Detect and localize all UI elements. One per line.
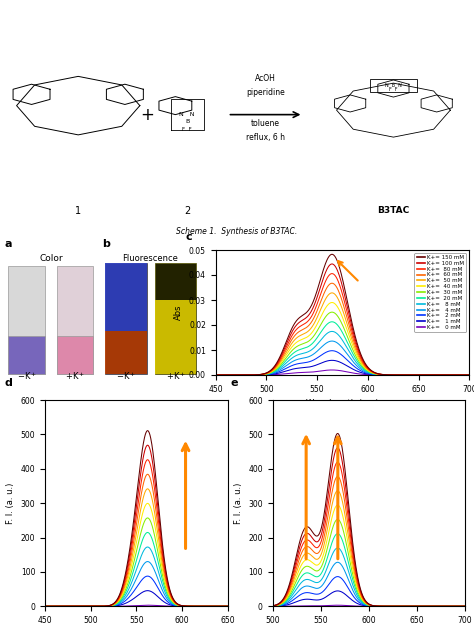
Text: F  F: F F [389,88,398,92]
FancyBboxPatch shape [56,266,93,374]
Text: b: b [102,239,110,249]
Text: Scheme 1.  Synthesis of B3TAC.: Scheme 1. Synthesis of B3TAC. [176,227,298,236]
Y-axis label: F. I. (a. u.): F. I. (a. u.) [6,482,15,524]
Text: B3TAC: B3TAC [377,206,410,215]
Text: toluene: toluene [251,119,280,128]
Text: N  B  N: N B N [385,83,402,88]
Text: B: B [185,119,189,124]
Text: reflux, 6 h: reflux, 6 h [246,132,285,142]
Text: +: + [140,106,154,124]
Text: piperidine: piperidine [246,88,285,97]
Y-axis label: F. I. (a. u.): F. I. (a. u.) [234,482,243,524]
Text: $-$K$^+$: $-$K$^+$ [17,370,37,382]
FancyBboxPatch shape [105,331,146,374]
Text: AcOH: AcOH [255,74,276,83]
Legend: K+= 150 mM, K+= 100 mM, K+=  80 mM, K+=  60 mM, K+=  50 mM, K+=  40 mM, K+=  30 : K+= 150 mM, K+= 100 mM, K+= 80 mM, K+= 6… [414,253,466,332]
FancyBboxPatch shape [155,300,196,374]
Text: e: e [230,378,238,388]
Text: 2: 2 [184,206,191,216]
FancyBboxPatch shape [155,264,196,374]
FancyBboxPatch shape [9,266,46,374]
Text: d: d [5,378,13,388]
Text: $+$K$^+$: $+$K$^+$ [166,370,186,382]
Text: Color: Color [39,254,63,263]
FancyBboxPatch shape [9,336,46,374]
Text: Fluorescence: Fluorescence [123,254,178,263]
X-axis label: Wavelength (nm): Wavelength (nm) [306,399,379,408]
Text: c: c [185,232,192,242]
Text: N   N: N N [180,112,195,117]
Text: $+$K$^+$: $+$K$^+$ [65,370,85,382]
FancyBboxPatch shape [56,336,93,374]
FancyBboxPatch shape [105,264,146,374]
FancyBboxPatch shape [105,264,146,331]
Text: a: a [5,239,12,249]
Text: F  F: F F [182,127,192,132]
Text: $-$K$^+$: $-$K$^+$ [116,370,136,382]
Text: 1: 1 [75,206,81,216]
Y-axis label: Abs: Abs [174,305,183,320]
